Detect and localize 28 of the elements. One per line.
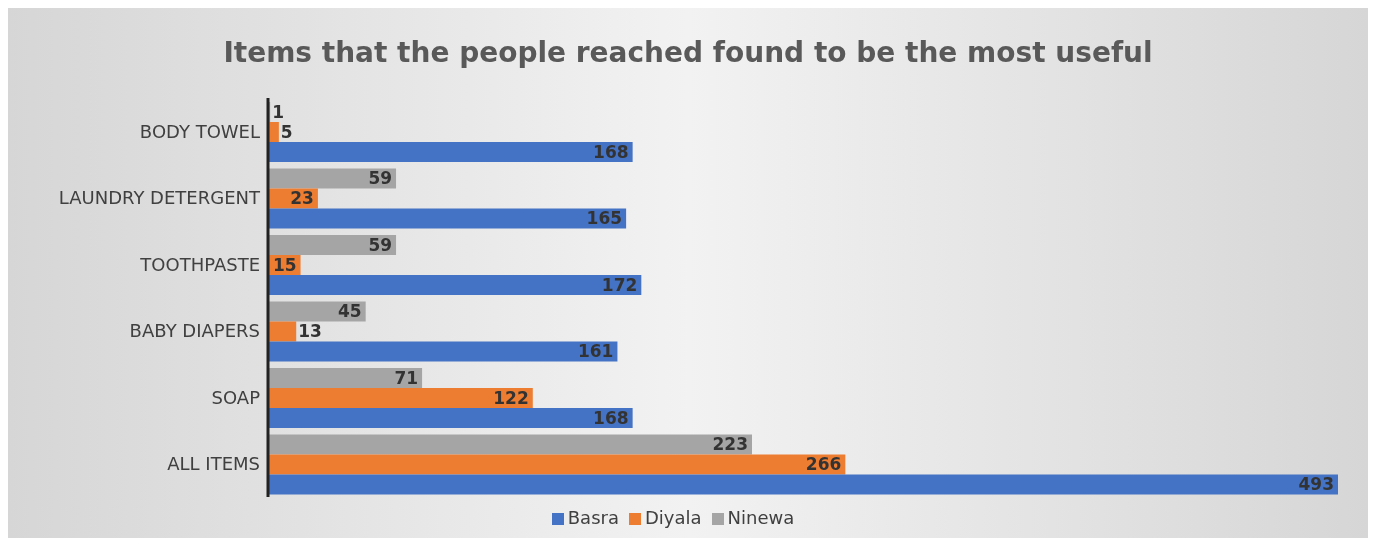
y-tick-label: BABY DIAPERS (129, 320, 260, 342)
data-label: 59 (368, 168, 393, 189)
data-label: 5 (280, 121, 293, 142)
data-label: 1 (272, 101, 285, 122)
data-label: 168 (593, 141, 629, 162)
y-tick-label: TOOTHPASTE (139, 253, 260, 275)
y-tick-label: SOAP (211, 386, 261, 408)
chart-title: Items that the people reached found to be the most useful (222, 35, 1154, 71)
data-label: 122 (493, 387, 529, 408)
data-label: 165 (586, 208, 623, 229)
legend-label: Basra (567, 507, 619, 528)
data-label: 23 (290, 188, 314, 209)
data-label: 493 (1298, 474, 1334, 495)
data-label: 266 (805, 454, 842, 475)
data-label: 161 (577, 341, 614, 362)
legend-label: Ninewa (727, 507, 795, 528)
data-label: 59 (368, 234, 393, 255)
legend-label: Diyala (644, 507, 702, 528)
data-label: 45 (338, 301, 362, 322)
y-tick-label: BODY TOWEL (139, 120, 260, 142)
y-tick-label: ALL ITEMS (167, 453, 260, 475)
data-label: 223 (712, 434, 748, 455)
data-label: 168 (593, 407, 629, 428)
data-label: 172 (601, 274, 638, 295)
data-label: 71 (394, 367, 419, 388)
data-label: 15 (272, 254, 297, 275)
data-label: 13 (298, 321, 322, 342)
y-tick-label: LAUNDRY DETERGENT (58, 187, 261, 209)
